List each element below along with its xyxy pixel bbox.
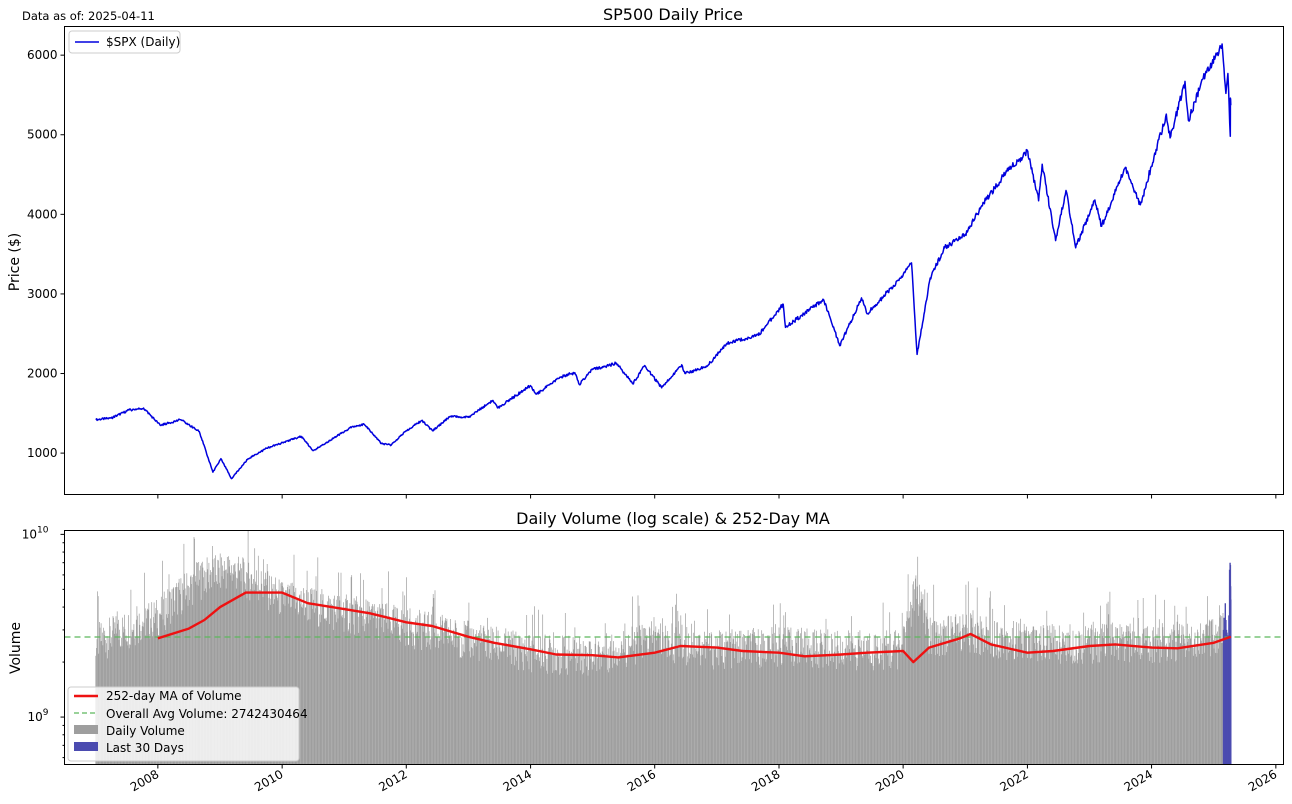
volume-plot-frame <box>64 530 1284 765</box>
volume-y-tick-exponent: 9 <box>43 708 49 718</box>
volume-y-axis-label: Volume <box>8 622 24 674</box>
volume-legend-swatch-last30 <box>74 742 98 751</box>
volume-chart-title: Daily Volume (log scale) & 252-Day MA <box>516 509 830 528</box>
volume-x-tick-label: 2024 <box>1122 767 1155 794</box>
volume-legend-swatch-daily <box>74 725 98 734</box>
price-legend: $SPX (Daily) <box>68 30 181 54</box>
volume-x-tick-label: 2018 <box>749 767 782 794</box>
price-line <box>95 43 1232 480</box>
volume-y-tick-label: 109 <box>27 708 48 724</box>
price-y-axis: 1000 2000 3000 4000 5000 6000 <box>27 48 65 460</box>
volume-legend-label-avg: Overall Avg Volume: 2742430464 <box>106 707 308 721</box>
price-y-tick-label: 6000 <box>27 48 58 62</box>
volume-legend-box <box>67 686 300 762</box>
volume-x-tick-label: 2026 <box>1246 767 1279 794</box>
price-y-tick-label: 5000 <box>27 128 58 142</box>
data-as-of-label: Data as of: 2025-04-11 <box>22 9 155 23</box>
ma-volume-line <box>157 591 1232 664</box>
volume-legend-label-last30: Last 30 Days <box>106 741 184 755</box>
price-legend-label: $SPX (Daily) <box>106 35 180 49</box>
volume-x-tick-label: 2010 <box>252 767 285 794</box>
volume-x-tick-label: 2022 <box>997 767 1030 794</box>
volume-x-tick-label: 2014 <box>501 767 534 794</box>
price-y-tick-label: 4000 <box>27 207 58 221</box>
volume-y-tick-label: 1010 <box>22 525 49 541</box>
price-y-tick-label: 2000 <box>27 367 58 381</box>
volume-legend-label-daily: Daily Volume <box>106 724 185 738</box>
volume-x-tick-label: 2020 <box>873 767 906 794</box>
volume-x-axis: 2008 2010 2012 2014 2016 2018 2020 2022 2024 2026 <box>128 764 1279 794</box>
last-30-days-bars <box>1222 562 1232 765</box>
volume-x-tick-label: 2016 <box>625 767 658 794</box>
price-y-axis-label: Price ($) <box>7 233 23 291</box>
volume-legend: 252-day MA of Volume Overall Avg Volume:… <box>67 686 308 762</box>
volume-x-tick-label: 2008 <box>128 767 161 794</box>
price-y-tick-label: 3000 <box>27 287 58 301</box>
price-legend-box <box>68 30 181 54</box>
price-y-tick-label: 1000 <box>27 446 58 460</box>
price-x-axis <box>157 494 1277 499</box>
volume-x-tick-label: 2012 <box>376 767 409 794</box>
price-chart-title: SP500 Daily Price <box>603 5 743 24</box>
price-plot-frame <box>64 26 1284 495</box>
price-plot-area <box>95 43 1232 480</box>
volume-legend-label-ma: 252-day MA of Volume <box>106 689 242 703</box>
volume-y-tick-exponent: 10 <box>37 525 49 535</box>
